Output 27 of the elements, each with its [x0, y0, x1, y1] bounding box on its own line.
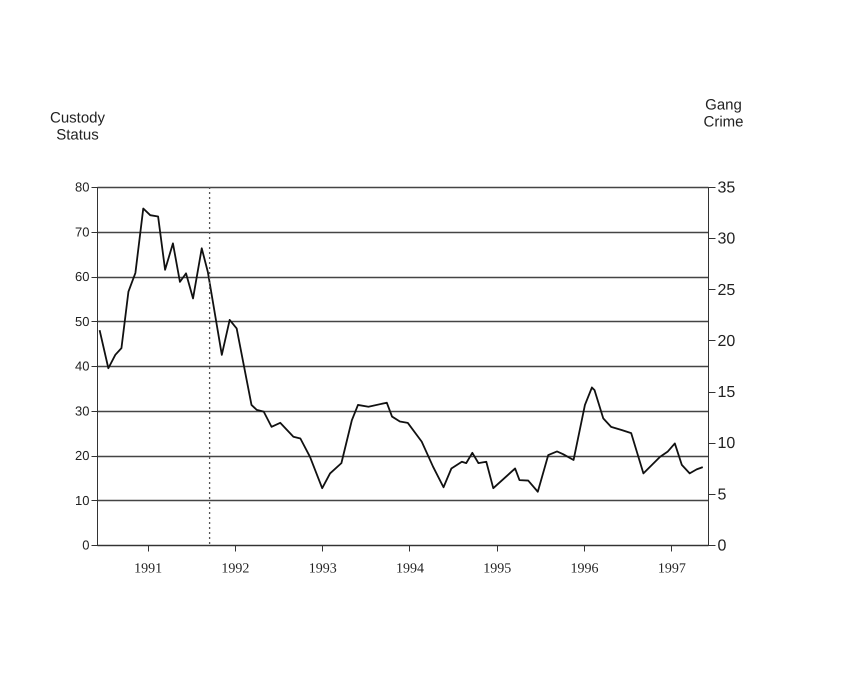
y-tick-label: 80 [75, 180, 90, 194]
y-tick-label: 0 [82, 538, 90, 552]
y-axis-title: Custody Status [50, 110, 106, 144]
line-series [98, 208, 704, 493]
y2-tick-label: 0 [718, 538, 726, 554]
y-tick-label: 70 [75, 224, 90, 240]
y2-tick-label: 15 [718, 384, 736, 402]
y-tick-label: 50 [75, 314, 90, 329]
y2-tick-label: 10 [718, 435, 736, 452]
y2-tick-label: 30 [718, 230, 736, 248]
x-tick-label: 1992 [221, 562, 250, 576]
y-tick-label: 60 [75, 269, 90, 284]
x-tick-label: 1993 [308, 562, 337, 576]
y2-tick-label: 35 [718, 180, 736, 196]
y-tick-label: 40 [75, 358, 90, 374]
y2-axis-title: Gang Crime [704, 96, 744, 130]
x-tick-label: 1996 [570, 562, 599, 576]
y2-tick-label: 20 [718, 332, 736, 350]
x-tick-label: 1994 [396, 562, 424, 576]
x-tick-label: 1997 [658, 562, 686, 576]
y-tick-label: 10 [75, 492, 90, 508]
x-tick-label: 1991 [134, 562, 162, 576]
x-tick-label: 1995 [483, 562, 512, 576]
y-tick-label: 30 [75, 403, 90, 418]
y2-tick-label: 5 [718, 486, 726, 504]
y-tick-label: 20 [75, 448, 90, 463]
y2-tick-label: 25 [718, 282, 736, 299]
